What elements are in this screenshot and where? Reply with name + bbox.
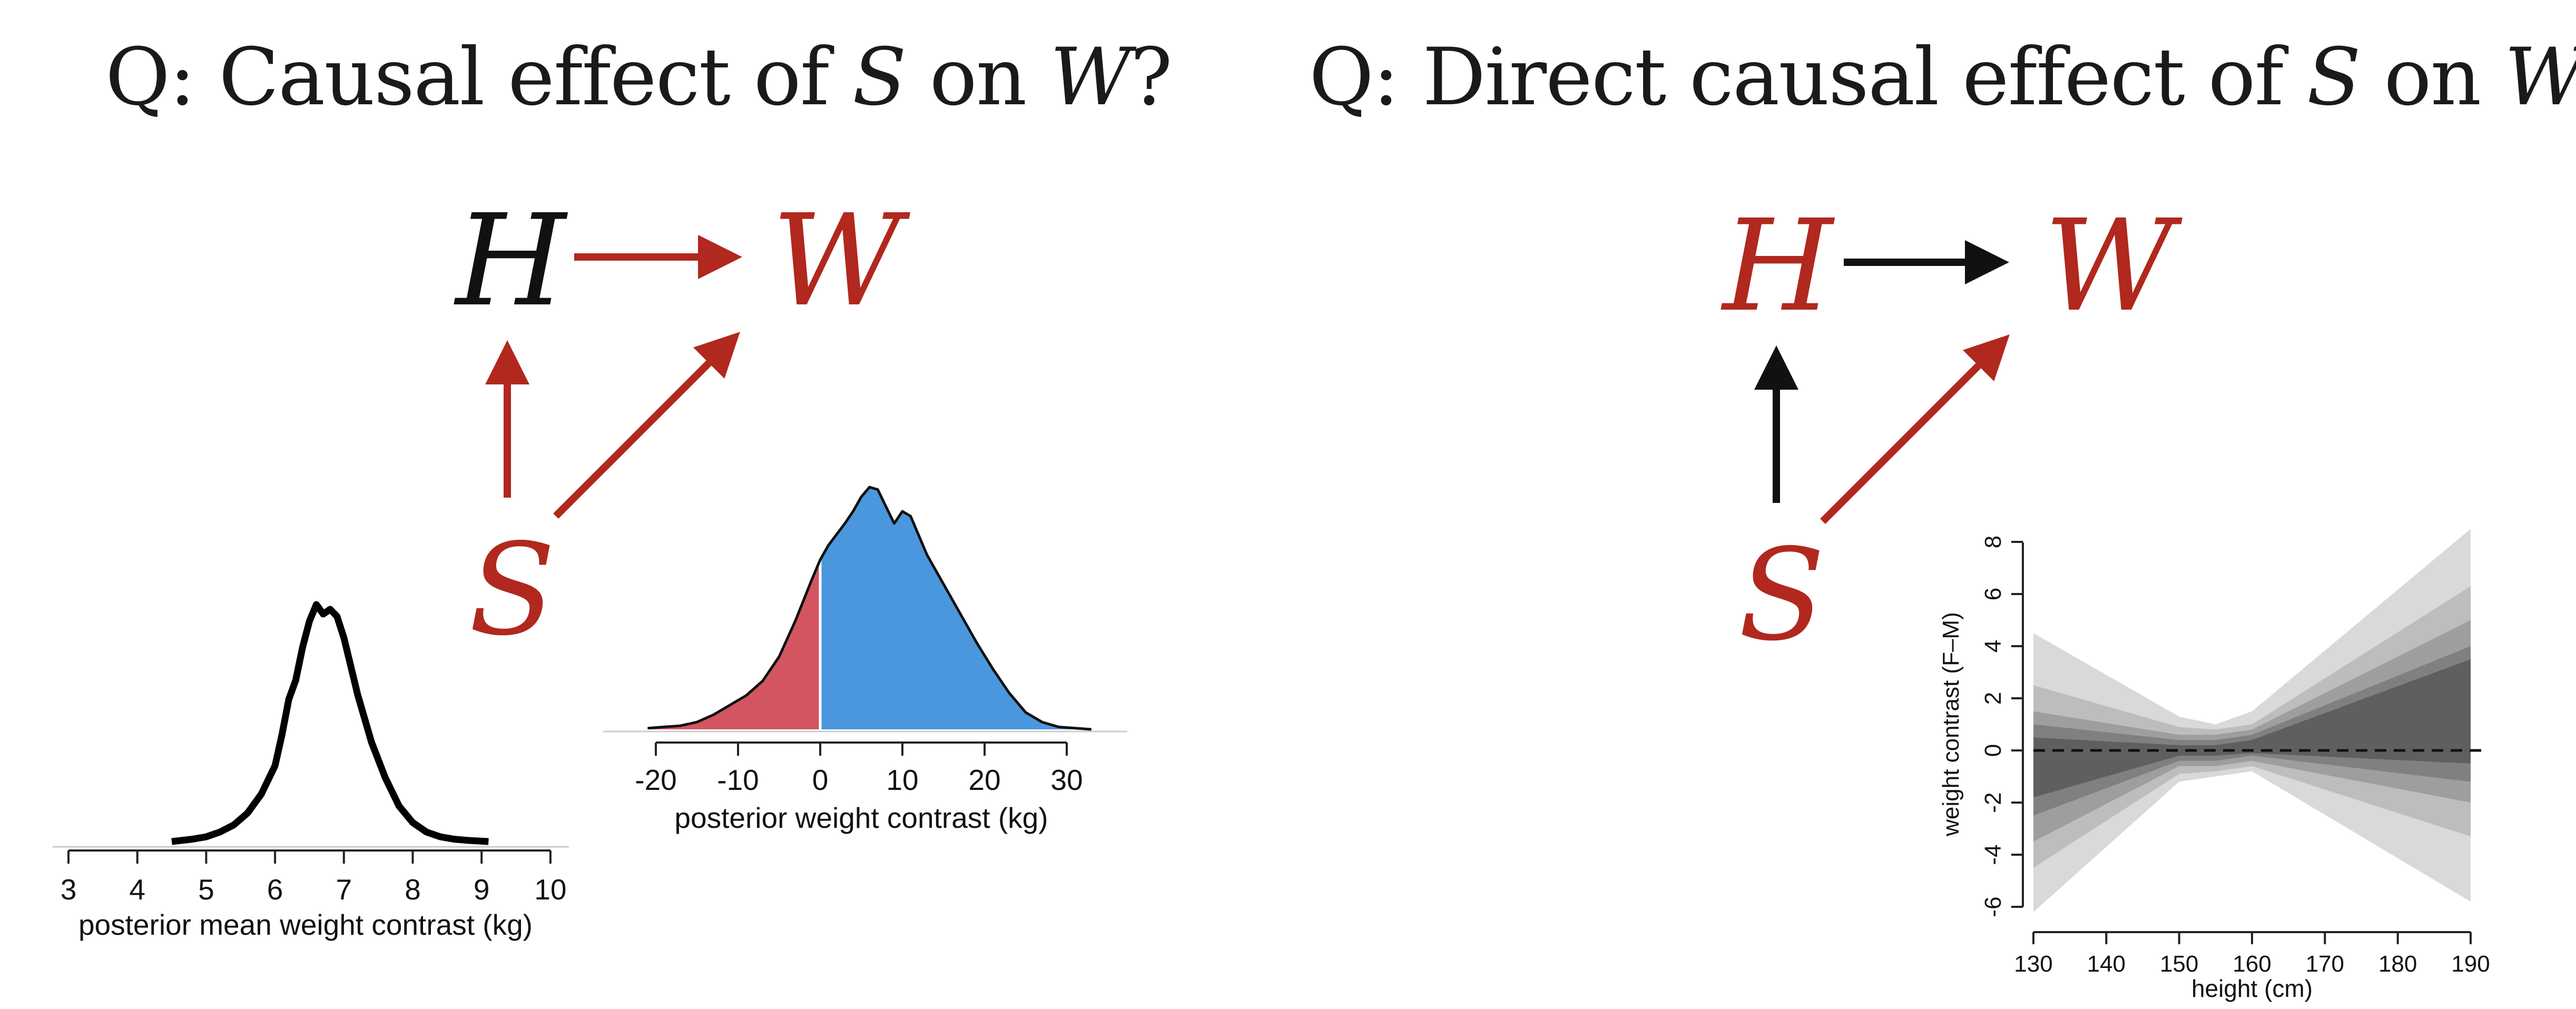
chart-weight-contrast-height: 130 140 150 160 170 180 190 -6 -4 -2 0 2 4 6 8 height … <box>1938 529 2490 1002</box>
chart3-x-tick-label: 190 <box>2451 951 2490 977</box>
chart3-x-tick-label: 160 <box>2233 951 2271 977</box>
chart-posterior-mean: 3 4 5 6 7 8 9 10 posterior mean weight contrast… <box>53 601 569 941</box>
right-node-h: H <box>1723 192 1833 340</box>
chart3-y-tick-label: 6 <box>1980 588 2006 600</box>
chart3-band-2 <box>2033 586 2471 868</box>
left-question-title: Q: Causal effect of S on W? <box>105 32 1173 123</box>
chart2-x-tick-label: -20 <box>635 764 677 796</box>
right-question-title: Q: Direct causal effect of S on W? <box>1309 32 2576 123</box>
chart3-y-tick-label: 4 <box>1980 640 2006 652</box>
chart1-x-tick-label: 7 <box>336 873 352 906</box>
left-node-s: S <box>469 516 556 664</box>
right-node-w: W <box>2044 192 2174 340</box>
chart3-y-tick-label: -6 <box>1980 896 2006 917</box>
chart3-band-outer <box>2033 529 2471 912</box>
chart2-x-tick-label: 10 <box>886 764 918 796</box>
chart3-band-3 <box>2033 620 2471 842</box>
chart2-density-outline <box>647 486 1092 731</box>
chart3-x-tick-label: 170 <box>2306 951 2344 977</box>
chart1-x-tick-label: 4 <box>129 873 145 906</box>
chart2-area-below-zero <box>647 560 820 729</box>
chart3-band-4 <box>2033 646 2471 816</box>
left-arrow-s-to-w <box>553 332 740 519</box>
chart2-x-tick-label: -10 <box>717 764 759 796</box>
chart1-x-tick-label: 5 <box>198 873 214 906</box>
chart1-x-tick-label: 6 <box>267 873 283 906</box>
chart2-x-tick-label: 20 <box>968 764 1000 796</box>
chart-posterior-contrast: -20 -10 0 10 20 30 posterior weight contrast … <box>603 486 1127 834</box>
chart1-x-tick-label: 10 <box>534 873 566 906</box>
chart3-x-tick-label: 130 <box>2014 951 2052 977</box>
chart1-x-tick-label: 3 <box>61 873 77 906</box>
chart3-y-tick-label: 8 <box>1980 536 2006 548</box>
chart1-x-tick-label: 9 <box>474 873 490 906</box>
chart3-x-tick-label: 150 <box>2160 951 2198 977</box>
chart3-y-tick-label: 2 <box>1980 692 2006 705</box>
left-node-w: W <box>772 187 902 334</box>
right-arrow-s-to-w <box>1820 334 2010 524</box>
chart1-x-label: posterior mean weight contrast (kg) <box>78 908 533 941</box>
chart3-x-tick-label: 180 <box>2378 951 2417 977</box>
chart3-x-tick-label: 140 <box>2087 951 2126 977</box>
chart1-x-tick-label: 8 <box>405 873 421 906</box>
chart3-x-label: height (cm) <box>2191 975 2313 1002</box>
chart2-x-label: posterior weight contrast (kg) <box>674 802 1048 834</box>
chart2-x-tick-label: 0 <box>812 764 829 796</box>
chart3-y-tick-label: -4 <box>1980 844 2006 865</box>
chart3-y-tick-label: -2 <box>1980 792 2006 813</box>
chart2-x-tick-label: 30 <box>1050 764 1083 796</box>
right-node-s: S <box>1738 521 1825 669</box>
chart3-y-label: weight contrast (F–M) <box>1938 612 1964 836</box>
chart3-y-tick-label: 0 <box>1980 744 2006 757</box>
chart1-density-line <box>171 601 489 845</box>
left-node-h: H <box>456 187 566 334</box>
chart3-band-inner <box>2033 659 2471 798</box>
